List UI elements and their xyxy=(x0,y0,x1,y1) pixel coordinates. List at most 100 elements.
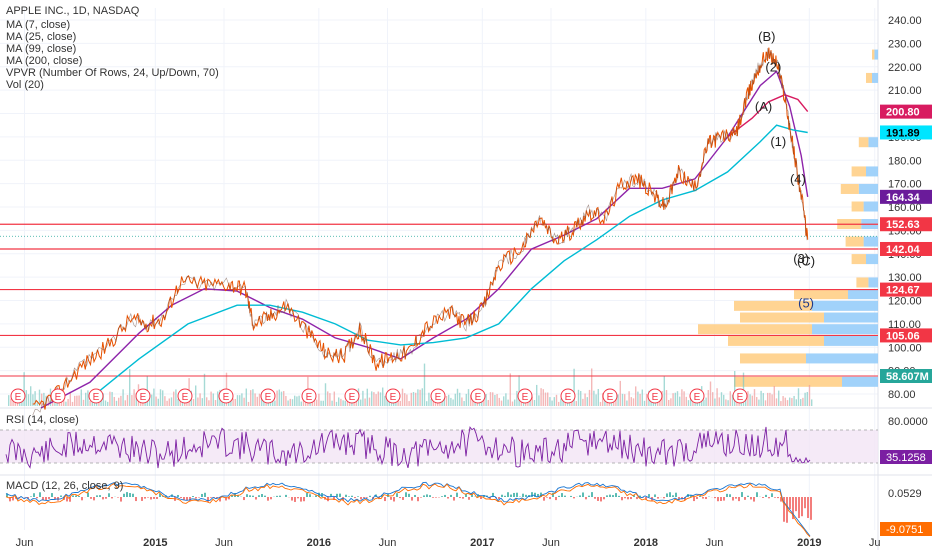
x-tick-label-9: 2019 xyxy=(797,537,821,549)
earnings-marker-12[interactable]: E xyxy=(518,389,532,403)
legend-volume[interactable]: Vol (20) xyxy=(6,79,44,91)
macd-hist-23 xyxy=(75,496,77,497)
earnings-marker-2[interactable]: E xyxy=(89,389,103,403)
volume-bar-351 xyxy=(780,401,781,406)
earnings-marker-13[interactable]: E xyxy=(561,389,575,403)
volume-bar-181 xyxy=(406,395,407,406)
earnings-marker-4[interactable]: E xyxy=(178,389,192,403)
macd-hist-83 xyxy=(255,497,257,500)
earnings-marker-8[interactable]: E xyxy=(345,389,359,403)
macd-hist-118 xyxy=(360,497,362,499)
volume-bar-345 xyxy=(767,393,768,406)
macd-hist-67 xyxy=(207,497,209,502)
earnings-marker-1[interactable]: E xyxy=(51,389,65,403)
macd-hist-117 xyxy=(357,496,359,497)
macd-hist-242 xyxy=(732,497,734,501)
volume-bar-54 xyxy=(127,395,128,406)
volume-bar-247 xyxy=(551,401,552,406)
volume-bar-324 xyxy=(721,392,722,406)
volume-bar-108 xyxy=(246,389,247,406)
macd-hist-96 xyxy=(294,497,296,502)
macd-hist-240 xyxy=(726,494,728,497)
earnings-marker-9[interactable]: E xyxy=(386,389,400,403)
macd-hist-180 xyxy=(546,497,548,498)
volume-bar-36 xyxy=(87,390,88,406)
volume-bar-33 xyxy=(81,389,82,406)
macd-hist-214 xyxy=(648,494,650,497)
volume-bar-264 xyxy=(589,390,590,406)
price-tag-label-3: 152.63 xyxy=(886,219,920,231)
earnings-marker-5[interactable]: E xyxy=(219,389,233,403)
volume-bar-346 xyxy=(769,393,770,406)
macd-hist-216 xyxy=(654,494,656,497)
macd-hist-257 xyxy=(777,497,779,498)
volume-bar-170 xyxy=(382,388,383,406)
macd-hist-34 xyxy=(108,493,110,497)
earnings-marker-14[interactable]: E xyxy=(603,389,617,403)
macd-hist-133 xyxy=(405,492,407,497)
macd-hist-189 xyxy=(573,497,575,498)
volume-bar-286 xyxy=(637,392,638,406)
macd-hist-129 xyxy=(393,497,395,501)
vpvr-up-1 xyxy=(740,353,806,363)
volume-bar-304 xyxy=(677,391,678,406)
earnings-marker-15[interactable]: E xyxy=(648,389,662,403)
macd-hist-149 xyxy=(453,497,455,501)
macd-hist-201 xyxy=(609,495,611,497)
volume-bar-93 xyxy=(213,393,214,406)
volume-bar-322 xyxy=(716,388,717,406)
macd-hist-116 xyxy=(354,497,356,498)
x-tick-label-7: 2018 xyxy=(634,537,658,549)
legend-ma-7[interactable]: MA (7, close) xyxy=(6,19,70,31)
macd-hist-170 xyxy=(516,493,518,497)
volume-bar-305 xyxy=(679,397,680,406)
volume-bar-0 xyxy=(8,395,9,406)
volume-bar-364 xyxy=(809,385,810,406)
volume-bar-250 xyxy=(558,402,559,406)
earnings-marker-0[interactable]: E xyxy=(11,389,25,403)
macd-hist-9 xyxy=(33,493,35,497)
legend-vpvr[interactable]: VPVR (Number Of Rows, 24, Up/Down, 70) xyxy=(6,67,219,79)
y-tick-label-9: 170.00 xyxy=(888,179,922,191)
volume-bar-35 xyxy=(85,393,86,406)
macd-hist-263 xyxy=(795,497,797,511)
volume-bar-111 xyxy=(252,389,253,406)
macd-hist-138 xyxy=(420,497,422,498)
earnings-marker-16[interactable]: E xyxy=(690,389,704,403)
volume-bar-219 xyxy=(490,392,491,406)
rsi-title[interactable]: RSI (14, close) xyxy=(6,414,79,426)
macd-hist-14 xyxy=(48,497,50,499)
earnings-marker-6[interactable]: E xyxy=(261,389,275,403)
earnings-marker-11[interactable]: E xyxy=(471,389,485,403)
earnings-marker-7[interactable]: E xyxy=(302,389,316,403)
vpvr-down-11 xyxy=(864,202,878,212)
macd-hist-229 xyxy=(693,497,695,501)
macd-hist-183 xyxy=(555,497,557,500)
price-tag-label-2: 164.34 xyxy=(886,192,921,204)
volume-bar-29 xyxy=(72,402,73,406)
earnings-marker-17[interactable]: E xyxy=(733,389,747,403)
earnings-marker-10[interactable]: E xyxy=(431,389,445,403)
volume-bar-357 xyxy=(793,396,794,406)
legend-ma-25[interactable]: MA (25, close) xyxy=(6,31,76,43)
macd-hist-68 xyxy=(210,497,212,498)
volume-bar-258 xyxy=(576,401,577,406)
chart-title: APPLE INC., 1D, NASDAQ xyxy=(6,5,140,17)
earnings-marker-3[interactable]: E xyxy=(136,389,150,403)
volume-bar-76 xyxy=(175,389,176,406)
volume-bar-104 xyxy=(237,395,238,406)
volume-bar-303 xyxy=(675,393,676,406)
legend-ma-200[interactable]: MA (200, close) xyxy=(6,55,82,67)
macd-title[interactable]: MACD (12, 26, close, 9) xyxy=(6,480,123,492)
volume-bar-328 xyxy=(730,391,731,406)
volume-bar-91 xyxy=(208,400,209,406)
earnings-label: E xyxy=(306,392,313,403)
macd-hist-95 xyxy=(291,497,293,501)
volume-bar-73 xyxy=(169,398,170,406)
vpvr-down-1 xyxy=(806,353,878,363)
legend-ma-99[interactable]: MA (99, close) xyxy=(6,43,76,55)
earnings-label: E xyxy=(607,392,614,403)
volume-bar-160 xyxy=(360,400,361,406)
macd-hist-39 xyxy=(123,494,125,497)
